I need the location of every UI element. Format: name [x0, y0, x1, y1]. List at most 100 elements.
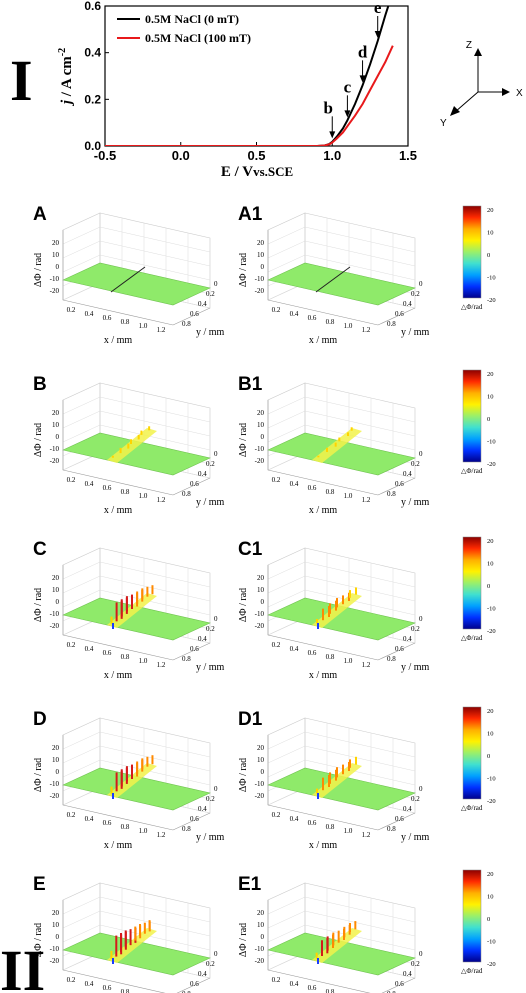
wall-gridline	[267, 745, 306, 764]
panel-label: C	[33, 539, 47, 560]
anomaly-spike	[349, 759, 351, 768]
z-tick-label: -10	[50, 275, 60, 283]
z-tick-label: 10	[52, 921, 60, 929]
box-edge	[172, 642, 211, 661]
wall-gridline	[99, 240, 211, 267]
colorbar-tick-label: 0	[487, 252, 490, 259]
panel-label: A	[33, 204, 47, 225]
z-tick-label: 0	[261, 433, 265, 441]
x-tick-label: 1.2	[362, 496, 371, 504]
x-tick-label: 0.8	[326, 318, 335, 326]
surface-panel-C1: C1 20 10 0 -10 -20 ΔΦ / rad 0.2 0.4 0.6 0.8 1.0 1.2 x…	[238, 539, 430, 681]
wall-gridline	[267, 896, 306, 915]
wall-gridline	[62, 745, 101, 764]
box-edge	[381, 977, 416, 993]
series-line-1	[105, 45, 394, 146]
y-tick-label: 0.8	[182, 320, 191, 328]
y-tick-label: 0	[214, 280, 218, 288]
z-axis-title: ΔΦ / rad	[33, 423, 44, 457]
anomaly-spike	[119, 447, 122, 454]
surface-plane	[62, 767, 211, 811]
annotation-label-e: e	[374, 0, 382, 17]
x-axis-title: x / mm	[309, 840, 338, 851]
colorbar-tick-label: -10	[487, 606, 496, 613]
panel-label: E1	[238, 874, 262, 895]
x-tick-label: 0.2	[272, 811, 281, 819]
y-tick-label: 0.6	[190, 645, 199, 653]
anomaly-spike	[148, 920, 151, 930]
anomaly-spike	[115, 602, 118, 622]
anomaly-spike	[334, 442, 337, 447]
anomaly-spike	[315, 952, 318, 959]
section-label-top: I	[10, 48, 33, 113]
anomaly-spike	[143, 922, 146, 934]
x-tick-label: 0.8	[121, 488, 130, 496]
surface-panel-A: A 20 10 0 -10 -20 ΔΦ / rad 0.2 0.4 0.6 0.8 1.0 1.2 x …	[33, 204, 225, 346]
x-tick-label: 0.8	[121, 988, 130, 993]
y-tick-label: 0.4	[198, 805, 207, 813]
wall-gridline	[304, 396, 416, 423]
z-tick-label: 0	[261, 598, 265, 606]
x-tick-label: 1.0	[344, 492, 353, 500]
y-tick-label: 0.2	[411, 290, 420, 298]
anomaly-spike	[125, 766, 128, 782]
x-tick-label: 0.2	[67, 476, 76, 484]
y-axis-title: j / A cm-2	[57, 48, 75, 106]
anomaly-spike	[111, 455, 114, 458]
y-axis-title: y / mm	[401, 497, 430, 508]
x-tick-label: 0.6	[308, 984, 317, 992]
legend-label-1: 0.5M NaCl (100 mT)	[145, 31, 251, 45]
colorbar-tick-label: 20	[487, 871, 494, 878]
z-tick-label: 0	[56, 433, 60, 441]
anomaly-spike	[336, 598, 338, 608]
anomaly-spike	[343, 926, 346, 938]
x-tick-label: 0.6	[103, 484, 112, 492]
z-tick-label: -10	[50, 610, 60, 618]
y-tick-label: 0.4	[403, 470, 412, 478]
negative-spike	[317, 623, 319, 629]
wall-gridline	[267, 731, 306, 750]
anomaly-spike	[332, 932, 335, 946]
wall-gridline	[267, 910, 306, 929]
anomaly-spike	[354, 921, 357, 930]
y-tick-label: 0.8	[387, 320, 396, 328]
x-tick-label: 0.6	[308, 484, 317, 492]
anomaly-spike	[322, 608, 324, 621]
x-tick-label: 1.5	[399, 148, 417, 163]
surface-plane	[267, 597, 416, 641]
z-tick-label: 0	[56, 598, 60, 606]
x-tick-label: 0.2	[67, 306, 76, 314]
panel-label: C1	[238, 539, 263, 560]
anomaly-spike	[129, 929, 132, 946]
colorbar-tick-label: 0	[487, 753, 490, 760]
z-axis-title: ΔΦ / rad	[238, 253, 249, 287]
z-tick-label: 0	[56, 933, 60, 941]
wall-gridline	[304, 254, 416, 281]
x-axis-title: E / Vvs.SCE	[221, 164, 293, 180]
wall-gridline	[62, 896, 101, 915]
x-tick-label: 1.2	[157, 326, 166, 334]
anomaly-spike	[124, 930, 127, 948]
anomaly-streak	[107, 428, 157, 463]
colorbar-gradient	[462, 706, 482, 800]
colorbar-title: △Φ/rad	[461, 303, 483, 311]
wall-gridline	[304, 561, 416, 588]
y-tick-label: 0.8	[182, 990, 191, 993]
z-tick-label: -10	[255, 780, 265, 788]
y-tick-label: 0.2	[206, 795, 215, 803]
anomaly-spike	[120, 933, 122, 952]
y-tick-label: 0	[419, 615, 423, 623]
z-axis-title: ΔΦ / rad	[238, 423, 249, 457]
wall-gridline	[267, 759, 306, 778]
y-axis-title: y / mm	[401, 662, 430, 673]
annotation-arrowhead-d	[359, 75, 366, 83]
z-tick-label: 20	[257, 909, 265, 917]
y-tick-label: 0.8	[387, 655, 396, 663]
z-tick-label: 10	[52, 421, 60, 429]
wall-gridline	[62, 254, 101, 273]
y-tick-label: 0.6	[190, 815, 199, 823]
surface-panel-A1: A1 20 10 0 -10 -20 ΔΦ / rad 0.2 0.4 0.6 0.8 1.0 1.2 x…	[238, 204, 430, 346]
y-tick-label: 0.2	[206, 960, 215, 968]
anomaly-spike	[342, 595, 344, 605]
wall-gridline	[99, 226, 211, 253]
